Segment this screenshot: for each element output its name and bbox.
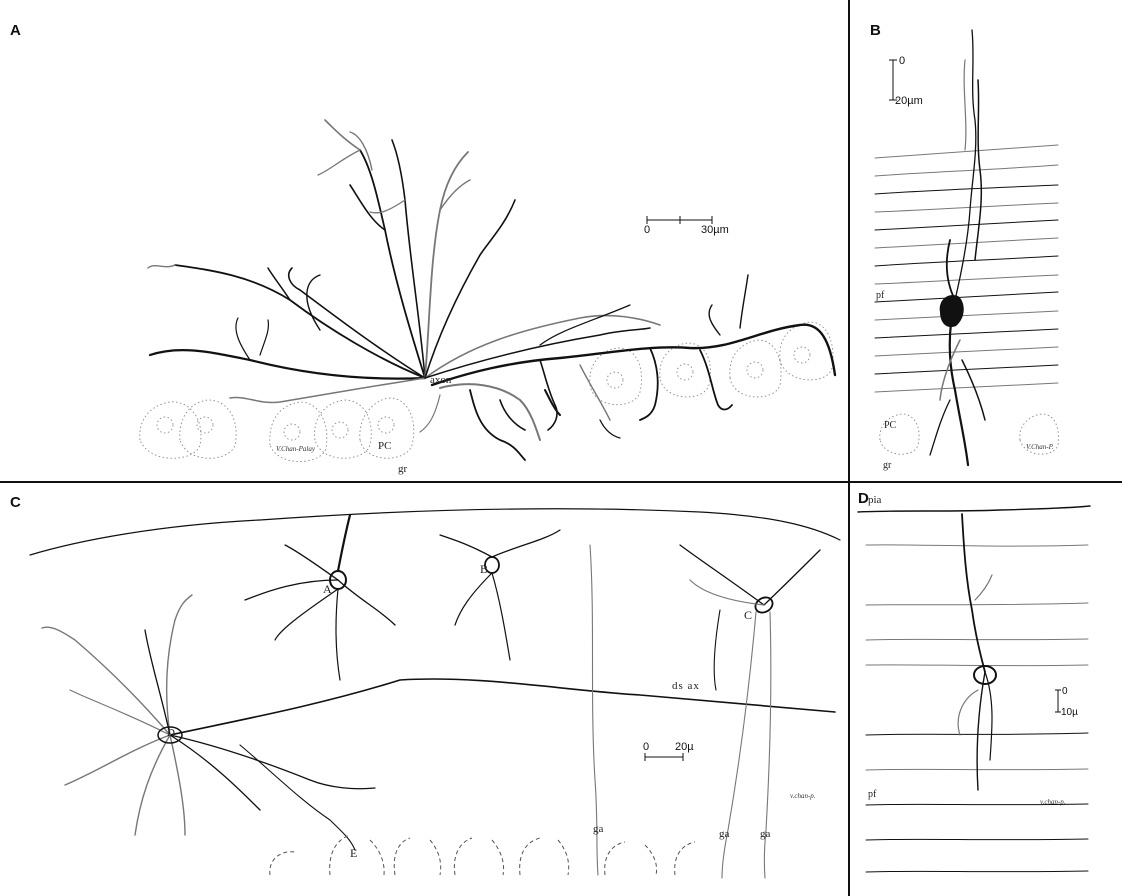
panel-c-cell-d — [41, 594, 376, 851]
panel-c-cell-d-label: D — [167, 727, 175, 739]
panel-d-pia-label: pia — [868, 494, 882, 506]
panel-b-letter: B — [870, 22, 881, 39]
panel-c-scale-max: 20µ — [675, 741, 694, 753]
panel-b-scale-bar — [889, 59, 897, 101]
panel-c-dsax — [169, 678, 836, 736]
panel-a-dendrites — [147, 119, 661, 404]
panel-b-gr-label: gr — [883, 460, 892, 471]
panel-d-scale-zero: 0 — [1062, 686, 1068, 697]
panel-b-drawing — [874, 29, 1059, 467]
panel-a-pc-label: PC — [378, 440, 392, 452]
panel-c-ga-label-1: ga — [593, 823, 604, 835]
panel-c-scale-bar — [644, 753, 684, 761]
panel-a-gr-label: gr — [398, 463, 408, 475]
panel-d-letter: D — [858, 490, 869, 507]
panel-d-scale-bar — [1055, 689, 1061, 713]
panel-a-axon-label: axon — [430, 374, 452, 386]
panel-b-pc-outline — [879, 413, 920, 455]
panel-c-cell-b — [439, 529, 599, 876]
panel-a-scale-bar — [646, 216, 713, 224]
panel-c-cell-a-label: A — [323, 582, 332, 596]
panel-d-scale-max: 10µ — [1061, 707, 1078, 718]
panel-a-scale-max: 30µm — [701, 224, 729, 236]
panel-c-scale-zero: 0 — [643, 741, 650, 753]
panel-b-pc-label: PC — [884, 420, 897, 431]
panel-c-signature: v.chan-p. — [790, 792, 816, 800]
panel-a-drawing — [139, 119, 837, 462]
panel-c-cell-b-label: B — [480, 562, 489, 576]
panel-d-drawing — [857, 505, 1091, 873]
panel-d-parallel-fibers — [865, 544, 1089, 873]
panel-b-cell — [929, 29, 986, 467]
panel-d-pia-line — [857, 505, 1091, 513]
panel-c-dsax-label: ds ax — [672, 680, 700, 692]
panel-c-cell-c-label: C — [744, 608, 753, 622]
panel-c-drawing — [29, 508, 841, 879]
panel-a-signature: V.Chan-Palay — [276, 445, 315, 453]
panel-d-signature: v.chan-p. — [1040, 798, 1066, 806]
panel-c-purkinje-outlines — [269, 834, 696, 876]
panel-c-cell-c — [679, 544, 821, 879]
panel-a-letter: A — [10, 22, 21, 39]
panel-a-scale-zero: 0 — [644, 224, 651, 236]
panel-c-pia-line — [29, 508, 841, 556]
panel-c-ga-label-2: ga — [719, 828, 730, 840]
panel-c-cell-e-label: E — [350, 846, 358, 860]
panel-c-letter: C — [10, 494, 21, 511]
panel-a-purkinje-outlines — [139, 321, 834, 462]
panel-b-scale-max: 20µm — [895, 95, 923, 107]
horizontal-divider — [0, 481, 1122, 483]
panel-b-parallel-fibers — [874, 144, 1059, 393]
panel-d-cell — [957, 513, 997, 791]
panel-c-ga-label-3: ga — [760, 828, 771, 840]
panel-c-cell-a — [244, 513, 396, 681]
panel-b-scale-zero: 0 — [899, 55, 906, 67]
panel-b-signature: V.Chan-P. — [1026, 443, 1054, 451]
panel-d-pf-label: pf — [868, 789, 877, 800]
panel-b-pf-label: pf — [876, 290, 885, 301]
vertical-divider-bottom — [848, 483, 850, 896]
vertical-divider-top — [848, 0, 850, 483]
panel-a-axon — [419, 274, 837, 461]
